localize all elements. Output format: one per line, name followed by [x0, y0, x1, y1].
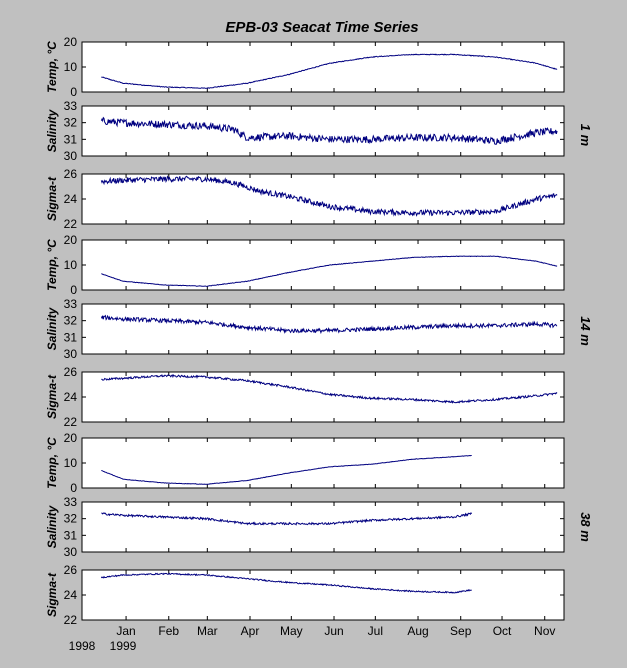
y-tick-label: 22: [64, 415, 78, 429]
x-tick-label-aug: Aug: [407, 624, 428, 638]
y-axis-label: Salinity: [45, 108, 59, 152]
y-tick-label: 31: [64, 330, 78, 344]
plot-area: [81, 371, 565, 423]
y-tick-label: 26: [64, 563, 78, 577]
x-tick-label-nov: Nov: [534, 624, 555, 638]
panels: 0 10 20 Temp, °C 30 31 32 33 Salinity 22 24 26 Sigma…: [45, 35, 565, 638]
y-tick-label: 32: [64, 512, 78, 526]
panel-38m-salinity: 30 31 32 33 Salinity: [45, 495, 565, 559]
y-tick-label: 31: [64, 528, 78, 542]
x-tick-label-jan: Jan: [116, 624, 135, 638]
x-tick-label-apr: Apr: [241, 624, 260, 638]
panel-38m-sigma: 22 24 26 Sigma-t: [45, 563, 565, 627]
y-tick-label: 20: [64, 431, 78, 445]
y-axis-label: Sigma-t: [45, 572, 59, 617]
y-tick-label: 20: [64, 35, 78, 49]
depth-label-14m: 14 m: [578, 316, 593, 346]
series-line: [101, 511, 473, 526]
panel-1m-salinity: 30 31 32 33 Salinity: [45, 99, 565, 163]
x-tick-label-oct: Oct: [493, 624, 512, 638]
x-tick-label-feb: Feb: [158, 624, 179, 638]
y-tick-label: 33: [64, 495, 78, 509]
x-tick-label-jun: Jun: [324, 624, 343, 638]
y-tick-label: 26: [64, 167, 78, 181]
y-tick-label: 0: [70, 481, 77, 495]
series-line: [101, 454, 472, 485]
depth-label-1m: 1 m: [578, 124, 593, 147]
y-tick-label: 30: [64, 347, 78, 361]
plot-area: [81, 569, 565, 621]
series-line: [100, 175, 558, 217]
y-axis-label: Temp, °C: [45, 41, 59, 93]
figure-title: EPB-03 Seacat Time Series: [225, 19, 418, 36]
series-line: [101, 255, 558, 287]
y-tick-label: 0: [70, 283, 77, 297]
plot-area: [81, 501, 565, 553]
plot-area: [81, 239, 565, 291]
x-tick-label-sep: Sep: [450, 624, 472, 638]
series-line: [100, 314, 558, 335]
series-line: [101, 53, 558, 89]
y-tick-label: 24: [64, 390, 78, 404]
series-line: [101, 373, 558, 404]
y-axis-label: Sigma-t: [45, 176, 59, 221]
plot-area: [81, 105, 565, 157]
panel-1m-sigma: 22 24 26 Sigma-t: [45, 167, 565, 231]
panel-14m-salinity: 30 31 32 33 Salinity: [45, 297, 565, 361]
year-end-label: 1999: [110, 639, 137, 653]
plot-area: [81, 41, 565, 93]
y-tick-label: 10: [64, 258, 78, 272]
plot-area: [81, 173, 565, 225]
panel-38m-temp: 0 10 20 Temp, °C: [45, 431, 565, 495]
y-tick-label: 30: [64, 149, 78, 163]
panel-1m-temp: 0 10 20 Temp, °C: [45, 35, 565, 99]
depth-label-38m: 38 m: [578, 512, 593, 542]
y-tick-label: 33: [64, 99, 78, 113]
year-start-label: 1998: [69, 639, 96, 653]
y-axis-label: Sigma-t: [45, 374, 59, 419]
x-tick-label-may: May: [280, 624, 303, 638]
y-tick-label: 26: [64, 365, 78, 379]
panel-14m-sigma: 22 24 26 Sigma-t: [45, 365, 565, 429]
x-tick-label-mar: Mar: [197, 624, 218, 638]
y-axis-label: Salinity: [45, 504, 59, 548]
y-tick-label: 30: [64, 545, 78, 559]
y-tick-label: 10: [64, 456, 78, 470]
y-tick-label: 20: [64, 233, 78, 247]
y-tick-label: 24: [64, 192, 78, 206]
plot-area: [81, 437, 565, 489]
y-axis-label: Temp, °C: [45, 239, 59, 291]
y-tick-label: 24: [64, 588, 78, 602]
y-tick-label: 31: [64, 132, 78, 146]
x-tick-label-jul: Jul: [368, 624, 383, 638]
y-axis-label: Salinity: [45, 306, 59, 350]
panel-14m-temp: 0 10 20 Temp, °C: [45, 233, 565, 297]
y-tick-label: 33: [64, 297, 78, 311]
y-tick-label: 22: [64, 613, 78, 627]
y-tick-label: 10: [64, 60, 78, 74]
y-tick-label: 32: [64, 314, 78, 328]
y-axis-label: Temp, °C: [45, 437, 59, 489]
y-tick-label: 32: [64, 116, 78, 130]
y-tick-label: 0: [70, 85, 77, 99]
plot-area: [81, 303, 565, 355]
series-line: [100, 572, 472, 594]
series-line: [100, 116, 558, 145]
y-tick-label: 22: [64, 217, 78, 231]
